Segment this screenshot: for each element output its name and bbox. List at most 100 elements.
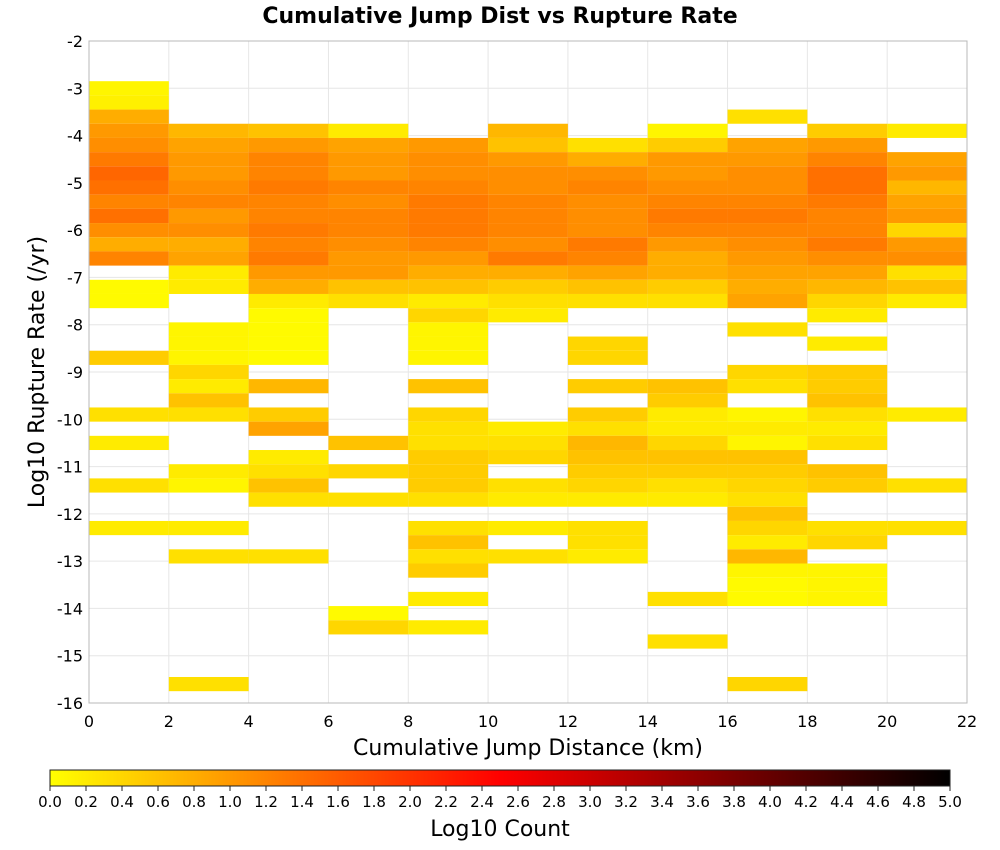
heatmap-cell	[89, 407, 169, 422]
y-tick-label: -9	[67, 363, 83, 382]
x-tick-label: 6	[323, 712, 333, 731]
heatmap-cell	[89, 109, 169, 124]
heatmap-cell	[488, 237, 568, 252]
heatmap-cell	[168, 676, 249, 692]
heatmap-cell	[807, 591, 888, 607]
heatmap-cell	[807, 577, 888, 592]
colorbar-tick-label: 0.4	[110, 793, 134, 811]
heatmap-cell	[727, 223, 808, 238]
heatmap-cell	[488, 180, 568, 195]
heatmap-cell	[248, 293, 329, 309]
heatmap-cell	[807, 393, 888, 408]
heatmap-cell	[408, 549, 489, 564]
heatmap-cell	[488, 435, 568, 451]
heatmap-cell	[328, 279, 409, 294]
heatmap-cell	[488, 308, 568, 323]
heatmap-cell	[727, 577, 808, 592]
heatmap-cell	[567, 435, 648, 451]
heatmap-cell	[168, 152, 249, 167]
colorbar-tick-labels: 0.0 0.2 0.4 0.6 0.8 1.0 1.2 1.4 1.6 1.8 2.0 2.2 2.4 2…	[38, 786, 962, 811]
heatmap-cell	[727, 435, 808, 451]
heatmap-cell	[807, 223, 888, 238]
heatmap-cell	[248, 478, 329, 493]
heatmap-cell	[727, 676, 808, 692]
heatmap-cell	[89, 194, 169, 209]
heatmap-cell	[727, 152, 808, 167]
x-tick-label: 2	[164, 712, 174, 731]
heatmap-cell	[408, 421, 489, 436]
heatmap-cell	[89, 350, 169, 365]
x-tick-labels: 0 2 4 6 8 10 12 14 16 18 20 22	[84, 712, 977, 731]
x-tick-label: 20	[877, 712, 897, 731]
heatmap-cell	[248, 350, 329, 365]
x-tick-label: 4	[244, 712, 254, 731]
y-tick-label: -3	[67, 79, 83, 98]
heatmap-cell	[168, 223, 249, 238]
y-axis-label: Log10 Rupture Rate (/yr)	[25, 236, 50, 508]
heatmap-cell	[89, 152, 169, 167]
heatmap-cell	[89, 166, 169, 181]
heatmap-cell	[168, 251, 249, 266]
heatmap-cell	[328, 194, 409, 209]
colorbar-tick-label: 0.6	[146, 793, 170, 811]
heatmap-cell	[408, 308, 489, 323]
heatmap-cell	[408, 464, 489, 479]
heatmap-cell	[647, 478, 728, 493]
heatmap-cell	[168, 520, 249, 536]
heatmap-cells	[89, 81, 967, 692]
colorbar-tick-label: 1.4	[290, 793, 314, 811]
heatmap-cell	[647, 421, 728, 436]
heatmap-cell	[647, 464, 728, 479]
heatmap-cell	[328, 492, 409, 507]
heatmap-cell	[168, 265, 249, 280]
heatmap-cell	[488, 166, 568, 181]
heatmap-cell	[647, 251, 728, 266]
heatmap-cell	[647, 634, 728, 649]
heatmap-cell	[887, 208, 967, 224]
colorbar-tick-label: 1.2	[254, 793, 278, 811]
heatmap-cell	[328, 166, 409, 181]
heatmap-cell	[727, 563, 808, 578]
colorbar-tick-label: 4.2	[794, 793, 818, 811]
heatmap-cell	[488, 194, 568, 209]
heatmap-cell	[408, 336, 489, 351]
heatmap-cell	[567, 350, 648, 365]
heatmap-cell	[647, 152, 728, 167]
plot-frame	[88, 40, 968, 704]
heatmap-cell	[647, 237, 728, 252]
heatmap-cell	[408, 350, 489, 365]
heatmap-cell	[567, 407, 648, 422]
heatmap-cell	[408, 265, 489, 280]
heatmap-cell	[567, 464, 648, 479]
heatmap-cell	[567, 194, 648, 209]
heatmap-cell	[488, 520, 568, 536]
y-tick-label: -13	[57, 552, 83, 571]
heatmap-cell	[647, 194, 728, 209]
heatmap-cell	[488, 251, 568, 266]
heatmap-cell	[328, 223, 409, 238]
heatmap-cell	[727, 208, 808, 224]
heatmap-cell	[328, 123, 409, 138]
heatmap-cell	[727, 421, 808, 436]
heatmap-cell	[89, 208, 169, 224]
colorbar-tick-label: 0.8	[182, 793, 206, 811]
heatmap-cell	[408, 407, 489, 422]
colorbar-tick-label: 3.6	[686, 793, 710, 811]
heatmap-cell	[807, 237, 888, 252]
heatmap-cell	[328, 265, 409, 280]
heatmap-cell	[248, 194, 329, 209]
heatmap-cell	[488, 549, 568, 564]
heatmap-cell	[89, 435, 169, 451]
heatmap-cell	[168, 123, 249, 138]
x-tick-label: 12	[558, 712, 578, 731]
x-tick-label: 14	[638, 712, 658, 731]
heatmap-cell	[567, 166, 648, 181]
colorbar-tick-label: 2.6	[506, 793, 530, 811]
heatmap-cell	[647, 435, 728, 451]
heatmap-cell	[89, 279, 169, 294]
heatmap-cell	[807, 208, 888, 224]
heatmap-cell	[887, 265, 967, 280]
heatmap-cell	[887, 251, 967, 266]
heatmap-cell	[647, 137, 728, 153]
heatmap-cell	[168, 137, 249, 153]
